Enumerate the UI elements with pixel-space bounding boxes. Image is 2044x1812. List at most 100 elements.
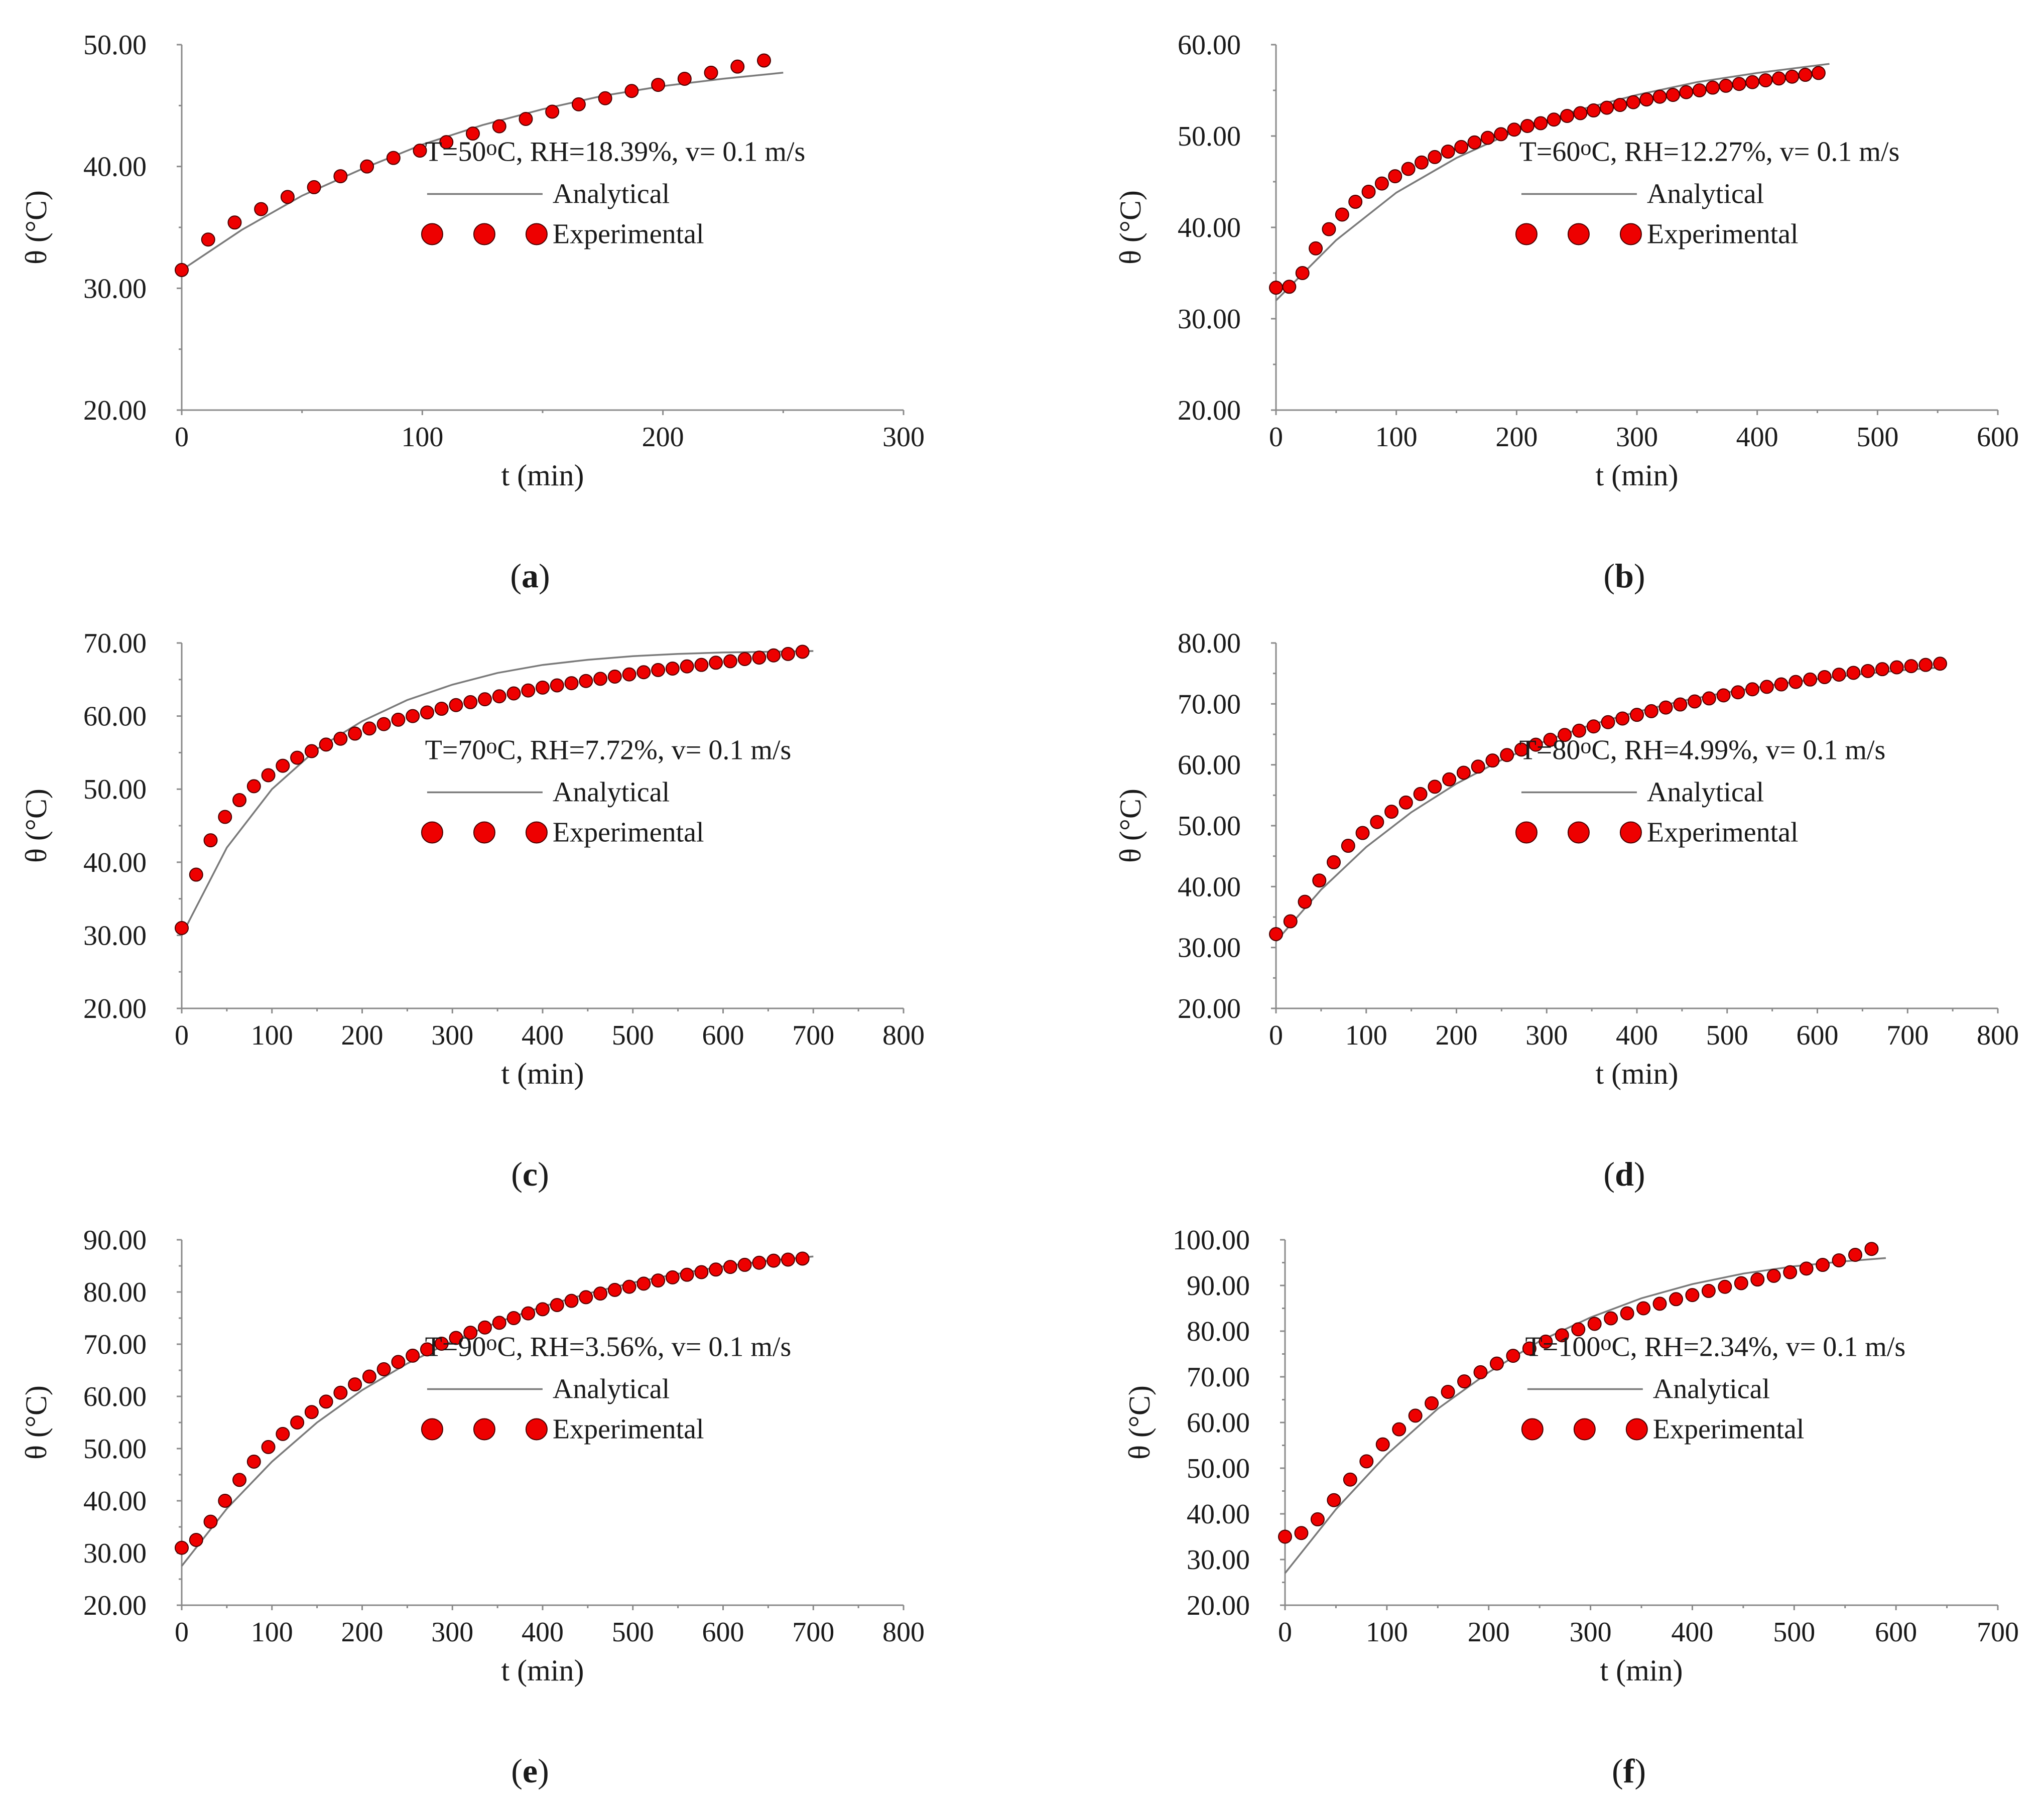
legend-analytical-label: Analytical — [1647, 776, 1764, 808]
experimental-point — [1454, 140, 1469, 154]
experimental-point — [439, 135, 454, 150]
legend-experimental-swatch — [525, 821, 548, 844]
experimental-point — [1875, 662, 1889, 677]
legend-experimental-swatch — [1521, 1418, 1544, 1441]
experimental-point — [1639, 92, 1654, 107]
experimental-point — [651, 1273, 666, 1288]
legend-experimental-swatch — [421, 821, 443, 844]
y-tick-label: 40.00 — [83, 847, 147, 878]
experimental-point — [1658, 700, 1673, 715]
y-axis-title: θ (°C) — [20, 190, 53, 265]
x-tick-label: 500 — [1706, 1020, 1748, 1051]
experimental-point — [723, 1260, 737, 1274]
x-tick-label: 300 — [1525, 1020, 1568, 1051]
condition-annotation: T=60oC, RH=12.27%, v= 0.1 m/s — [1519, 136, 1900, 168]
experimental-point — [1718, 1279, 1732, 1294]
y-tick-label: 20.00 — [1178, 993, 1241, 1024]
y-tick-label: 50.00 — [1187, 1453, 1250, 1484]
experimental-point — [1644, 704, 1658, 718]
experimental-point — [420, 1342, 434, 1357]
experimental-point — [1471, 759, 1485, 774]
x-axis-title: t (min) — [1596, 459, 1679, 492]
experimental-point — [280, 190, 295, 204]
experimental-point — [1864, 1242, 1879, 1256]
experimental-point — [333, 1385, 348, 1400]
experimental-point — [276, 758, 290, 773]
x-tick-label: 100 — [401, 422, 443, 453]
experimental-point — [304, 744, 319, 758]
experimental-point — [261, 768, 276, 783]
x-tick-label: 100 — [251, 1617, 293, 1648]
legend-experimental-label: Experimental — [553, 1413, 704, 1445]
y-tick-label: 20.00 — [1178, 395, 1241, 426]
condition-annotation: T=90oC, RH=3.56%, v= 0.1 m/s — [425, 1331, 792, 1363]
experimental-point — [1586, 719, 1601, 734]
experimental-point — [622, 667, 636, 682]
experimental-point — [564, 1293, 579, 1308]
x-tick-label: 600 — [1977, 422, 2019, 453]
y-axis-title: θ (°C) — [1114, 190, 1147, 265]
experimental-point — [319, 1394, 333, 1409]
legend-experimental-swatch — [1567, 223, 1590, 245]
legend-experimental-swatch — [473, 1418, 495, 1441]
legend-experimental-label: Experimental — [1647, 817, 1799, 848]
experimental-point — [1705, 80, 1720, 95]
experimental-point — [463, 695, 478, 709]
experimental-point — [651, 78, 666, 92]
y-tick-label: 50.00 — [1178, 121, 1241, 152]
x-tick-label: 500 — [612, 1617, 654, 1648]
x-tick-label: 400 — [1616, 1020, 1658, 1051]
condition-annotation: T=100oC, RH=2.34%, v= 0.1 m/s — [1525, 1331, 1906, 1363]
experimental-point — [1571, 1322, 1586, 1337]
experimental-point — [1309, 241, 1323, 255]
y-tick-label: 30.00 — [83, 920, 147, 951]
y-tick-label: 30.00 — [1178, 933, 1241, 964]
experimental-point — [680, 1267, 694, 1282]
legend-experimental-swatch — [421, 1418, 443, 1441]
experimental-point — [1441, 144, 1455, 159]
experimental-point — [1359, 1454, 1374, 1469]
legend-experimental-swatch — [1619, 223, 1642, 245]
experimental-point — [550, 678, 564, 693]
y-tick-label: 80.00 — [83, 1277, 147, 1308]
x-tick-label: 0 — [1269, 422, 1283, 453]
x-tick-label: 0 — [175, 1617, 189, 1648]
experimental-point — [1522, 1341, 1537, 1356]
experimental-point — [477, 692, 492, 707]
experimental-point — [1788, 675, 1803, 689]
experimental-point — [203, 833, 218, 848]
x-tick-label: 300 — [1616, 422, 1658, 453]
y-tick-label: 70.00 — [1178, 689, 1241, 720]
x-tick-label: 0 — [175, 422, 189, 453]
legend-experimental-swatch — [473, 821, 495, 844]
x-tick-label: 300 — [1570, 1617, 1612, 1648]
experimental-point — [1341, 839, 1355, 853]
experimental-point — [1322, 222, 1336, 236]
y-tick-label: 50.00 — [1178, 811, 1241, 842]
y-tick-label: 50.00 — [83, 1434, 147, 1465]
experimental-point — [1282, 280, 1297, 294]
experimental-point — [1652, 1297, 1667, 1311]
experimental-point — [781, 1252, 795, 1267]
legend-experimental-label: Experimental — [1653, 1413, 1805, 1445]
y-tick-label: 60.00 — [1178, 30, 1241, 61]
experimental-point — [1803, 672, 1818, 687]
experimental-point — [386, 151, 401, 165]
experimental-point — [1889, 660, 1904, 675]
experimental-point — [391, 712, 406, 727]
y-tick-label: 40.00 — [83, 152, 147, 183]
x-tick-label: 400 — [522, 1020, 564, 1051]
experimental-point — [1401, 162, 1416, 176]
experimental-point — [1774, 677, 1788, 692]
y-axis-title: θ (°C) — [1114, 789, 1147, 863]
experimental-point — [622, 1279, 636, 1294]
y-tick-label: 20.00 — [83, 993, 147, 1024]
experimental-point — [1348, 195, 1363, 209]
y-tick-label: 40.00 — [1178, 212, 1241, 243]
x-tick-label: 500 — [1856, 422, 1898, 453]
experimental-point — [1620, 1306, 1634, 1321]
experimental-point — [254, 202, 269, 216]
experimental-point — [1933, 657, 1947, 671]
y-tick-label: 40.00 — [83, 1486, 147, 1517]
experimental-point — [1489, 1356, 1504, 1371]
